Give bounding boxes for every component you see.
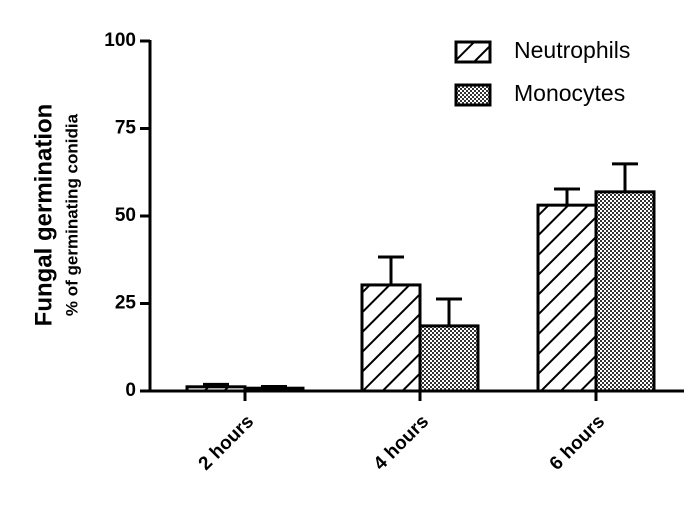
legend-swatch	[454, 40, 492, 64]
y-tick-label: 75	[115, 118, 137, 139]
y-tick-label: 100	[104, 30, 136, 51]
y-axis-title: Fungal germination	[30, 104, 57, 327]
bar	[360, 283, 422, 393]
x-tick-label: 6 hours	[546, 411, 609, 474]
y-axis-subtitle: % of germinating conidia	[62, 113, 81, 316]
x-tick-label: 4 hours	[370, 411, 433, 474]
bar	[536, 203, 598, 393]
y-tick-label: 25	[115, 293, 137, 314]
legend-label: Monocytes	[514, 80, 625, 106]
y-tick-label: 0	[125, 380, 136, 401]
x-tick-label: 2 hours	[195, 411, 258, 474]
bar	[418, 324, 480, 393]
bar	[594, 190, 656, 393]
legend-label: Neutrophils	[514, 37, 630, 63]
legend-swatch	[454, 83, 492, 107]
y-tick-label: 50	[115, 205, 136, 226]
